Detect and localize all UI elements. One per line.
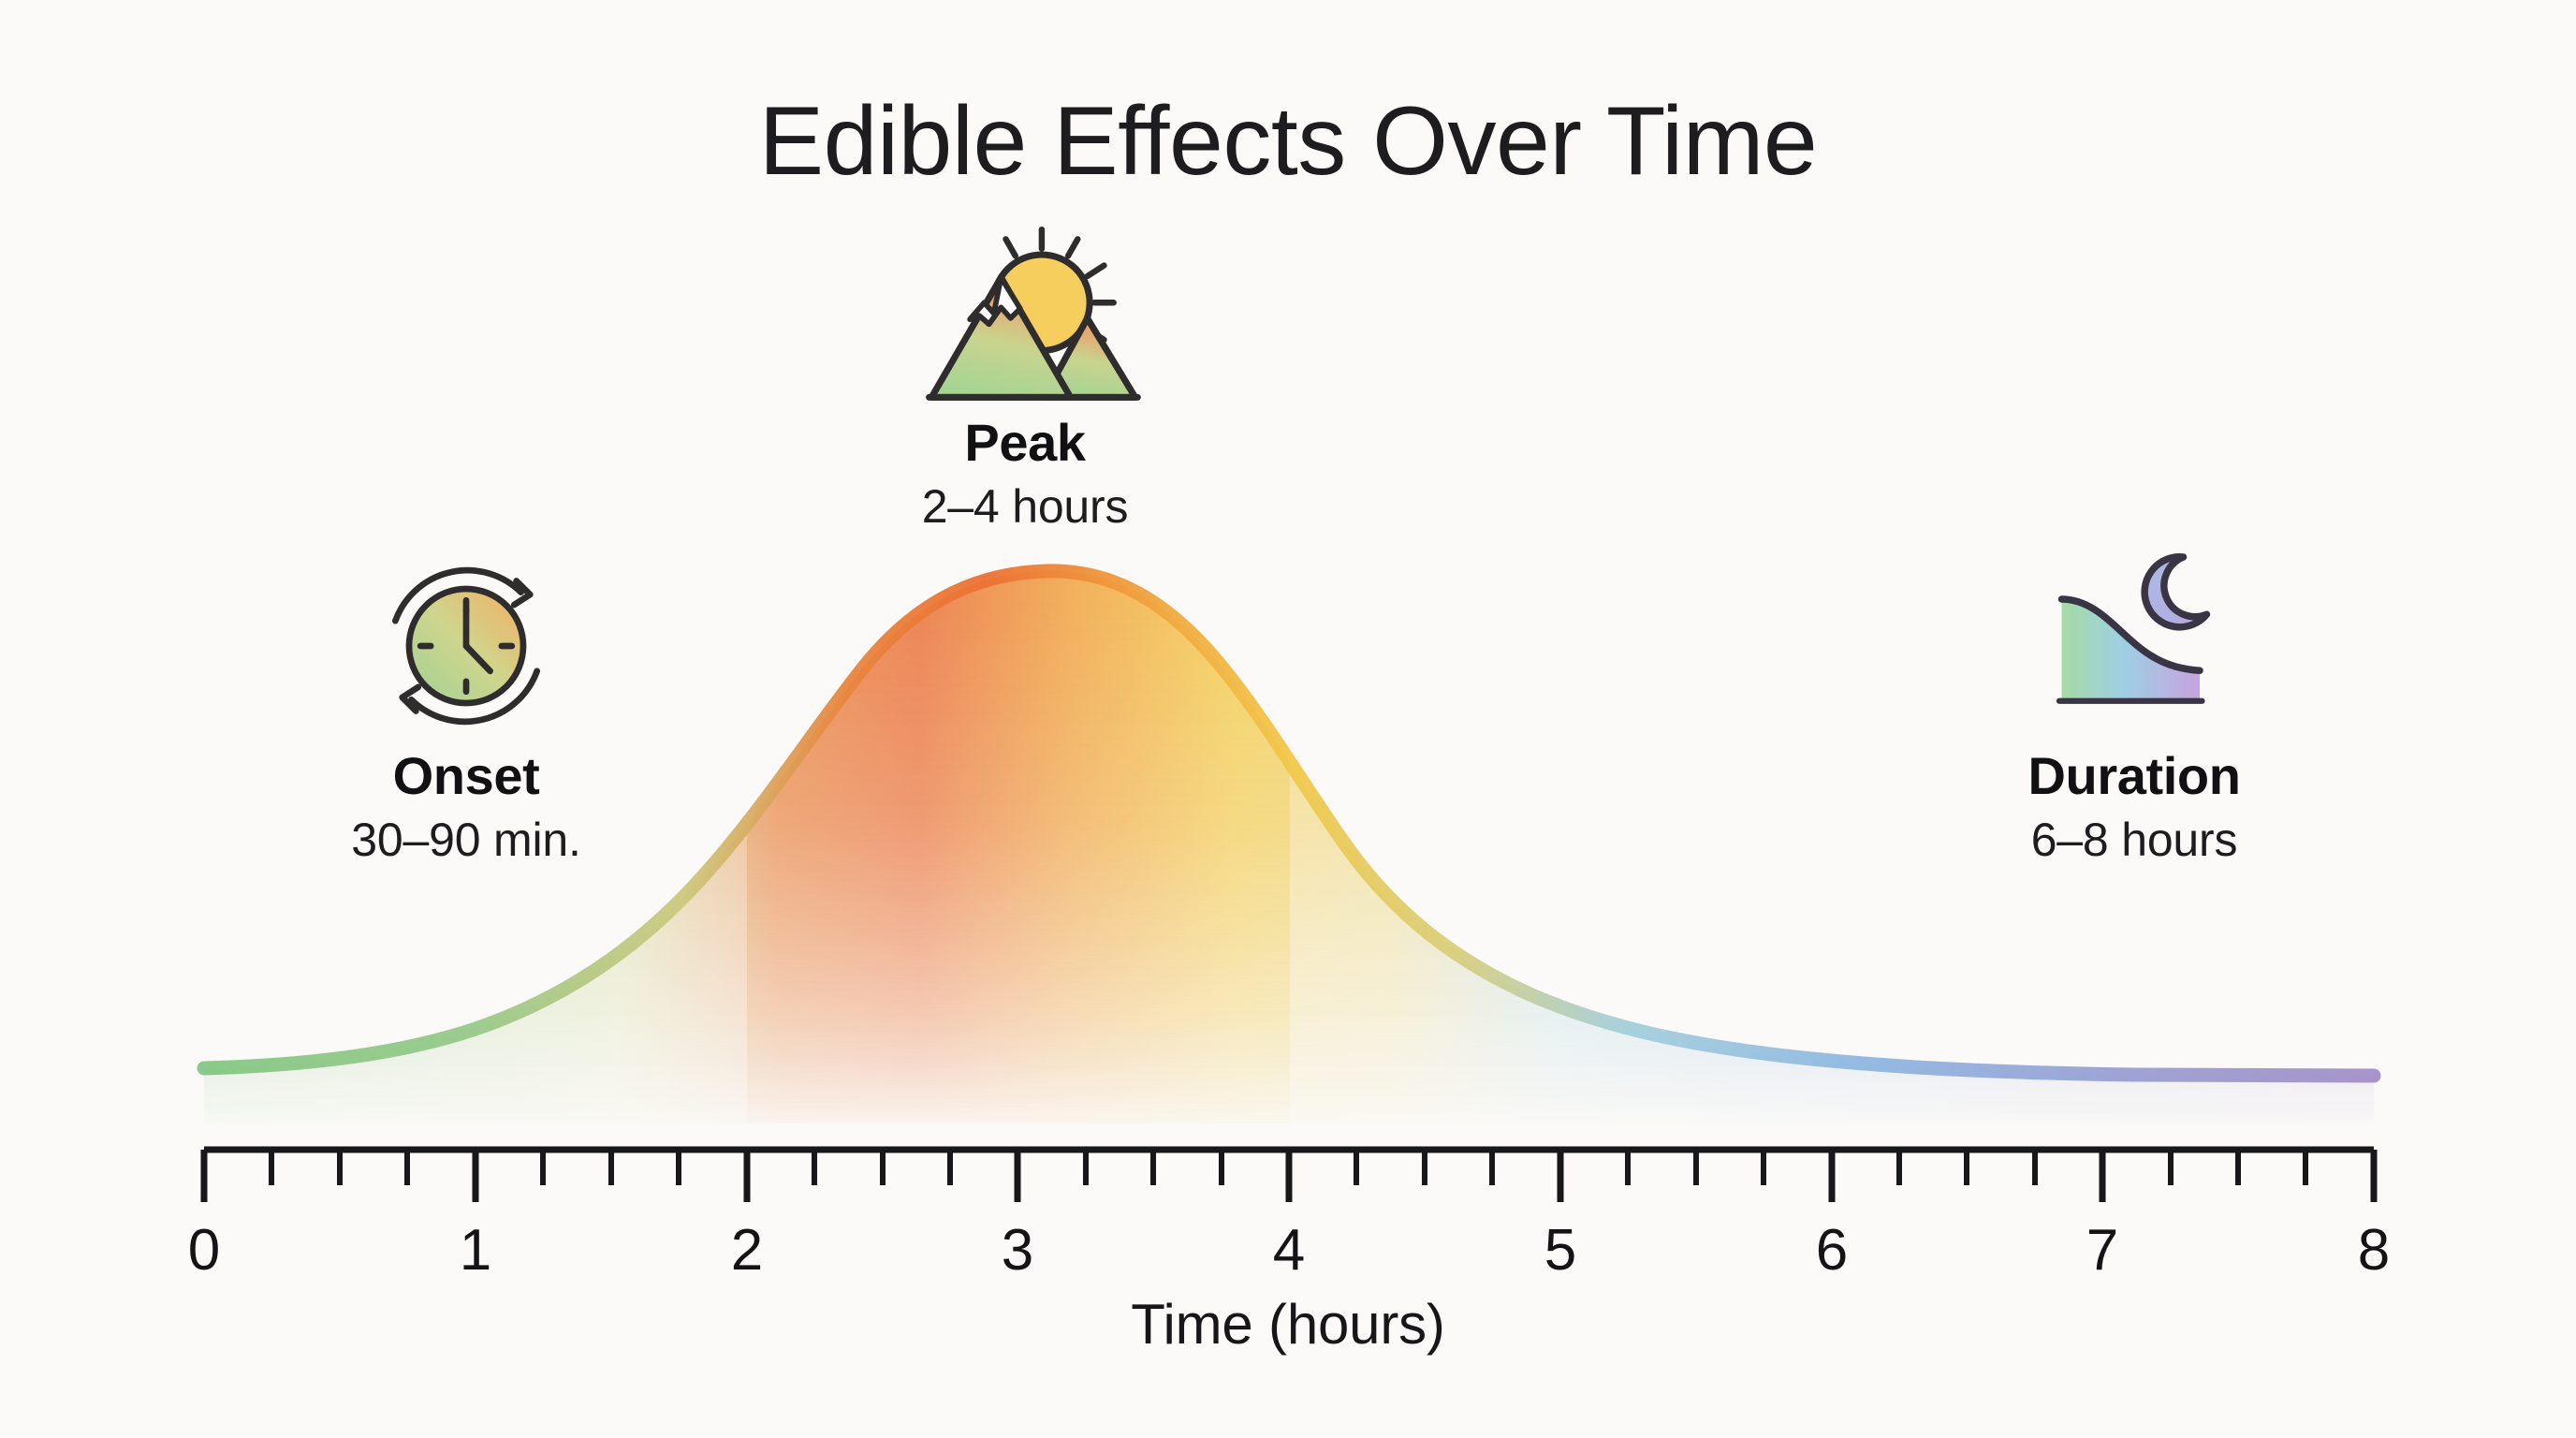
stage-onset-subtitle: 30–90 min.: [351, 813, 581, 866]
stage-peak-title: Peak: [964, 413, 1086, 472]
x-tick-label-6: 6: [1815, 1218, 1849, 1283]
stage-duration-subtitle: 6–8 hours: [2030, 813, 2238, 866]
clock-refresh-icon: [392, 566, 540, 726]
page-title: Edible Effects Over Time: [758, 87, 1818, 196]
stage-duration-title: Duration: [2027, 746, 2241, 805]
stage-peak-subtitle: 2–4 hours: [921, 479, 1129, 533]
x-axis-minor-ticks: [269, 1150, 2308, 1185]
x-tick-label-5: 5: [1544, 1218, 1577, 1283]
stage-onset-title: Onset: [392, 746, 540, 805]
stage-onset: Onset 30–90 min.: [351, 746, 581, 866]
stage-duration: Duration 6–8 hours: [2027, 746, 2241, 866]
x-tick-label-3: 3: [1001, 1218, 1034, 1283]
x-axis-title: Time (hours): [1131, 1293, 1445, 1356]
stage-peak: Peak 2–4 hours: [921, 413, 1129, 533]
peak-highlight-band: [747, 570, 1290, 1123]
x-tick-label-2: 2: [730, 1218, 764, 1283]
mountain-sun-icon: [926, 226, 1141, 401]
x-tick-label-0: 0: [187, 1218, 221, 1283]
x-tick-label-1: 1: [459, 1218, 492, 1283]
x-tick-label-8: 8: [2357, 1218, 2391, 1283]
moon-decline-icon: [2056, 553, 2211, 704]
x-tick-label-4: 4: [1272, 1218, 1306, 1283]
x-axis: [200, 1146, 2378, 1202]
curve-stroke: [197, 564, 2381, 1083]
x-tick-label-7: 7: [2086, 1218, 2119, 1283]
x-axis-major-ticks: [200, 1150, 2378, 1202]
